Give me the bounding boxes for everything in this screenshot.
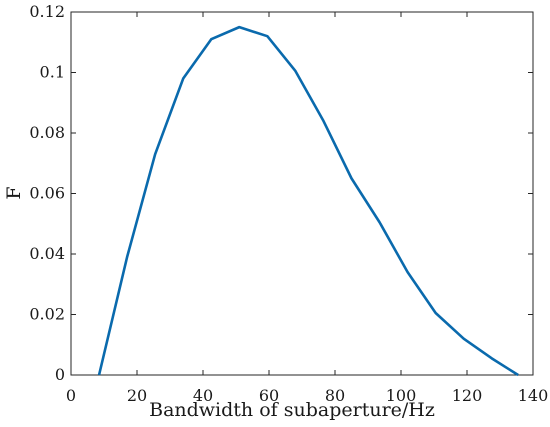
x-tick-label: 120 (452, 386, 483, 405)
series-layer (97, 25, 519, 377)
series-line (97, 25, 519, 377)
x-tick-label: 140 (518, 386, 549, 405)
x-tick-label: 40 (193, 386, 213, 405)
plot-area-border (70, 11, 534, 376)
x-tick-label: 0 (66, 386, 76, 405)
x-tick-label: 60 (259, 386, 279, 405)
y-axis-ticks: 0 0.02 0.04 0.06 0.08 0.1 0.12 (29, 2, 533, 384)
x-axis-label: Bandwidth of subaperture/Hz (149, 399, 435, 421)
y-tick-label: 0.1 (40, 63, 65, 82)
y-tick-label: 0.04 (29, 244, 65, 263)
y-axis-label: F (3, 186, 25, 199)
x-tick-label: 80 (325, 386, 345, 405)
x-axis-ticks: 0 20 40 60 80 100 120 140 (66, 12, 548, 405)
x-tick-label: 100 (386, 386, 417, 405)
y-tick-label: 0.02 (29, 305, 65, 324)
y-tick-label: 0.12 (29, 2, 65, 21)
x-tick-label: 20 (127, 386, 147, 405)
plot-frame (70, 11, 534, 376)
y-tick-label: 0.06 (29, 184, 65, 203)
y-tick-label: 0 (55, 365, 65, 384)
y-tick-label: 0.08 (29, 123, 65, 142)
